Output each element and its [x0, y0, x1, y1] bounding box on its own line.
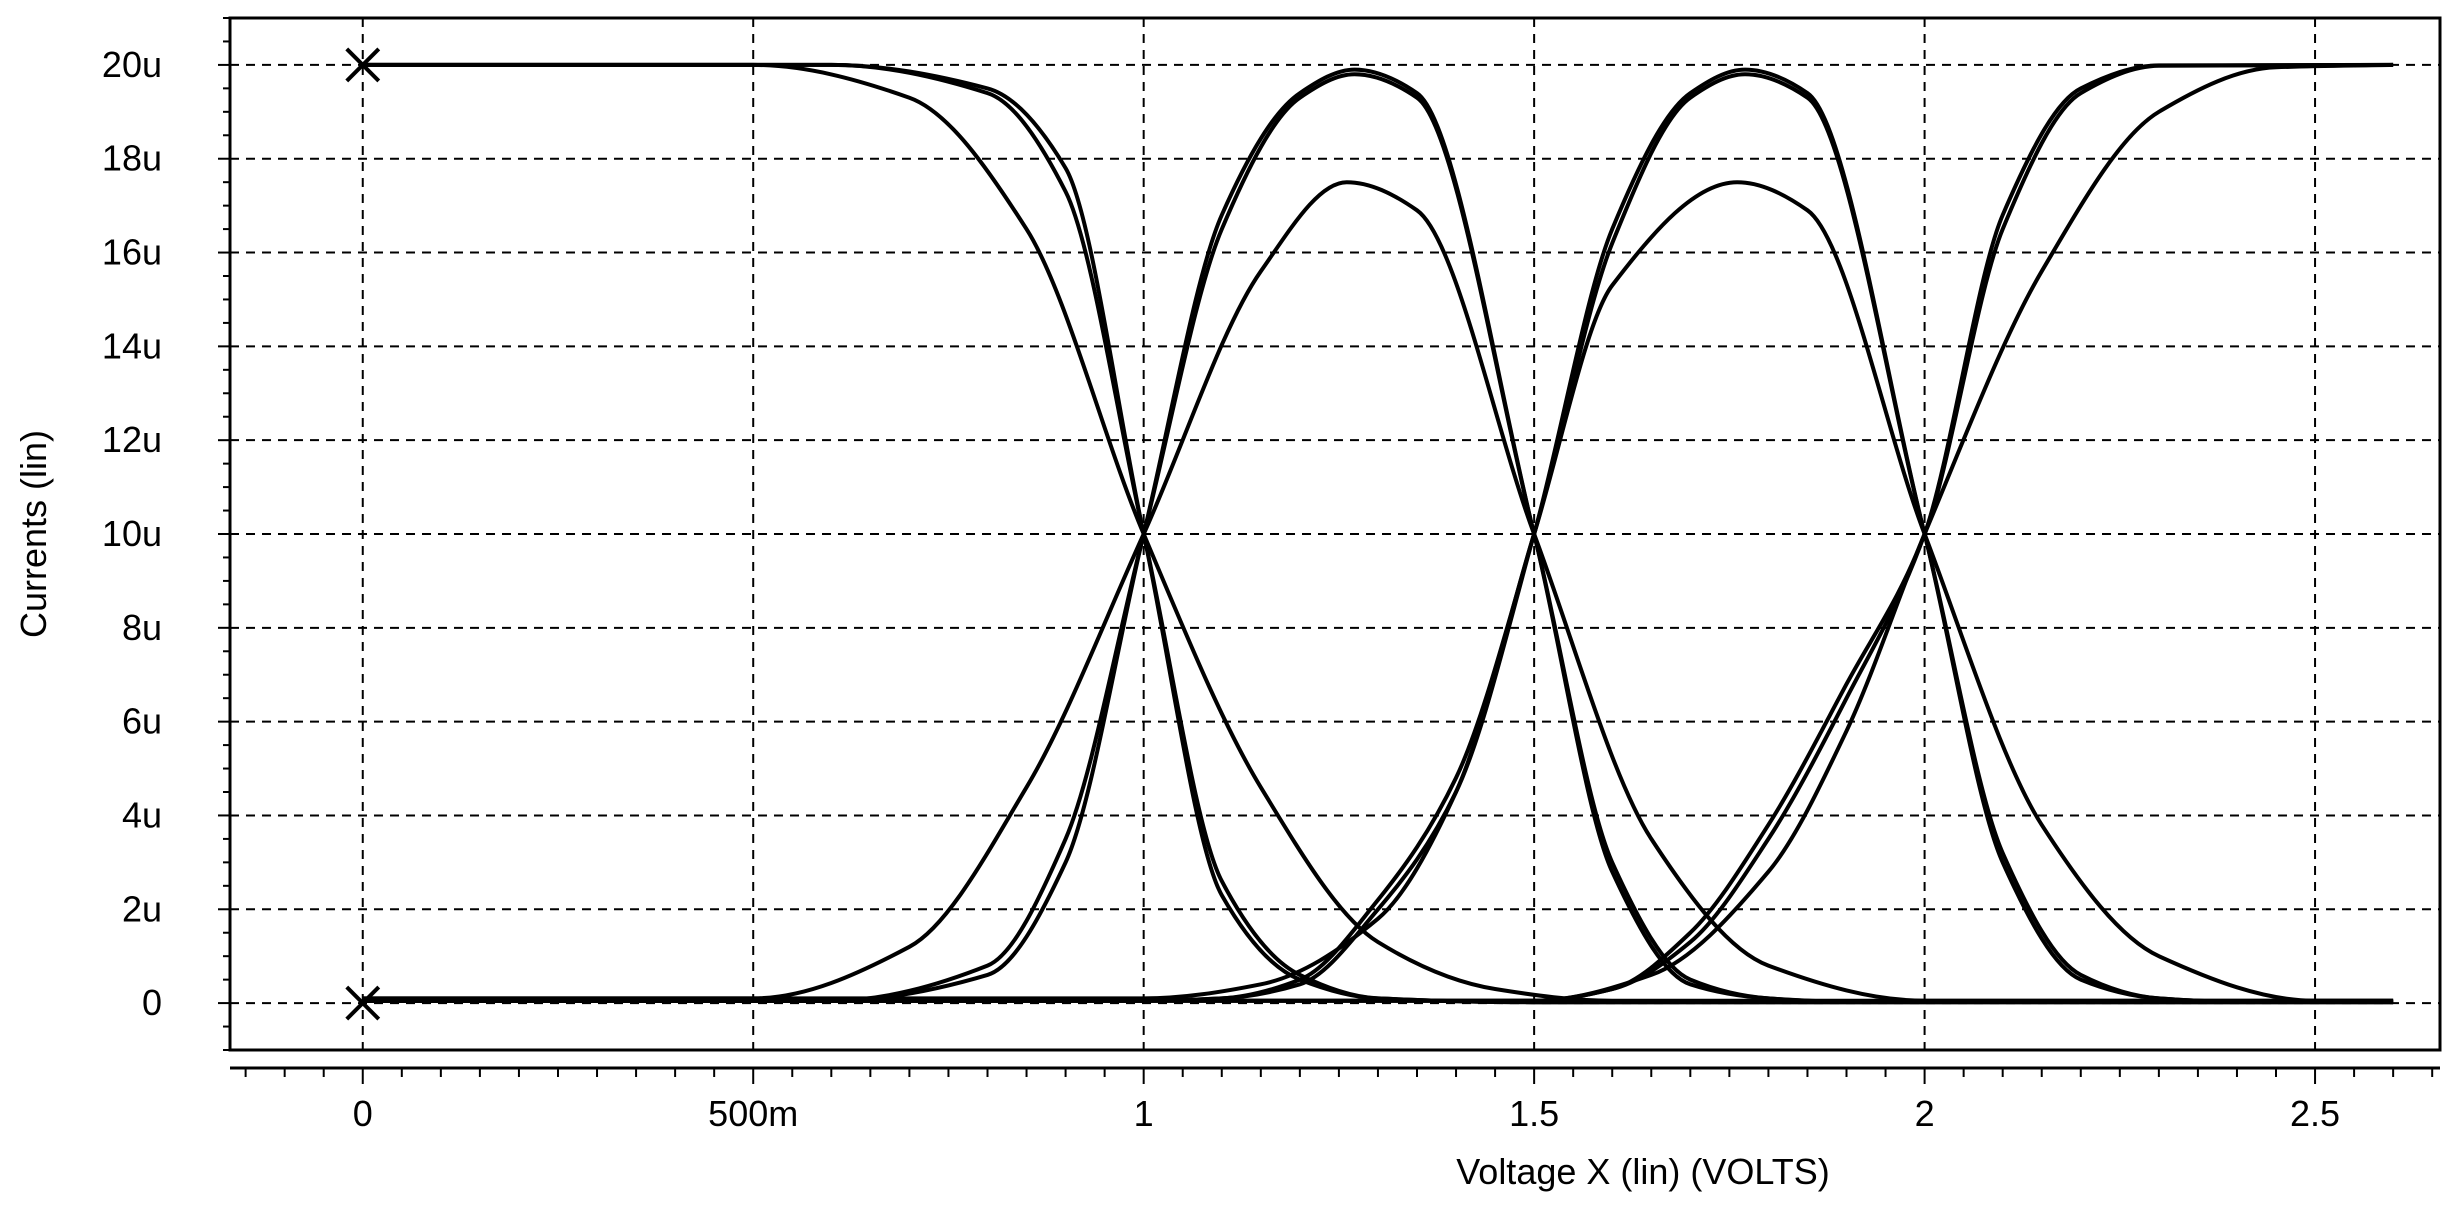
- x-tick-label: 2: [1915, 1093, 1935, 1134]
- series-line-9: [362, 180, 2394, 1003]
- x-tick-label: 1.5: [1509, 1093, 1559, 1134]
- y-tick-label: 18u: [102, 138, 162, 179]
- marker-x-2: [345, 985, 381, 1021]
- y-tick-label: 2u: [122, 888, 162, 929]
- y-axis-title: Currents (lin): [13, 430, 54, 638]
- x-axis-title: Voltage X (lin) (VOLTS): [1456, 1151, 1829, 1192]
- marker-stroke: [345, 47, 381, 83]
- marker-stroke: [345, 985, 381, 1021]
- series-group: [362, 62, 2394, 1005]
- y-tick-label: 12u: [102, 419, 162, 460]
- series-line-3: [362, 62, 2394, 1003]
- y-tick-label: 0: [142, 982, 162, 1023]
- series-line-12: [362, 62, 2394, 1003]
- x-tick-label: 1: [1134, 1093, 1154, 1134]
- marker-group: [345, 47, 381, 1021]
- y-tick-label: 6u: [122, 701, 162, 742]
- y-tick-label: 8u: [122, 607, 162, 648]
- x-tick-label: 500m: [708, 1093, 798, 1134]
- y-tick-label: 20u: [102, 44, 162, 85]
- y-tick-label: 10u: [102, 513, 162, 554]
- y-tick-label: 14u: [102, 325, 162, 366]
- y-tick-label: 16u: [102, 232, 162, 273]
- x-tick-label: 2.5: [2290, 1093, 2340, 1134]
- series-line-6: [362, 180, 2394, 1003]
- x-tick-label: 0: [353, 1093, 373, 1134]
- y-tick-label: 4u: [122, 794, 162, 835]
- x-axis: 0 500m 1 1.5 2 2.5: [230, 1066, 2440, 1134]
- series-line-5: [362, 67, 2394, 1004]
- series-line-8: [362, 67, 2394, 1004]
- marker-x-1: [345, 47, 381, 83]
- y-axis: 0 2u 4u 6u 8u 10u 12u 14u 16u 18u 20u: [102, 17, 230, 1051]
